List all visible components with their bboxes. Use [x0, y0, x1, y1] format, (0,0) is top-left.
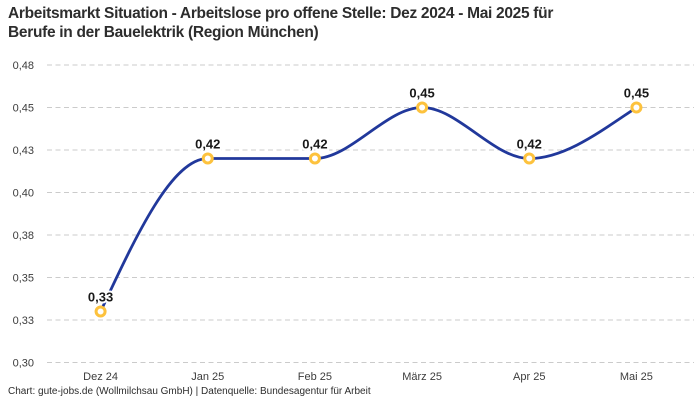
data-point-label: 0,33: [88, 290, 113, 305]
data-point[interactable]: [523, 152, 536, 165]
x-tick-label: Feb 25: [298, 371, 332, 383]
x-tick-label: Mai 25: [620, 371, 653, 383]
x-tick-label: Apr 25: [513, 371, 545, 383]
chart-title: Arbeitsmarkt Situation - Arbeitslose pro…: [8, 4, 680, 42]
data-point-label: 0,42: [195, 137, 220, 152]
y-tick-label: 0,43: [13, 145, 34, 157]
data-point[interactable]: [416, 101, 429, 114]
chart-source: Chart: gute-jobs.de (Wollmilchsau GmbH) …: [8, 386, 371, 397]
data-line: [99, 106, 638, 313]
data-point-label: 0,42: [517, 137, 542, 152]
data-point-label: 0,42: [302, 137, 327, 152]
data-point[interactable]: [308, 152, 321, 165]
y-tick-label: 0,45: [13, 102, 34, 114]
data-point[interactable]: [201, 152, 214, 165]
y-tick-label: 0,38: [13, 230, 34, 242]
y-tick-label: 0,48: [13, 60, 34, 72]
data-point[interactable]: [94, 305, 107, 318]
data-point-label: 0,45: [409, 86, 434, 101]
x-tick-label: Jan 25: [191, 371, 224, 383]
chart-title-line1: Arbeitsmarkt Situation - Arbeitslose pro…: [8, 5, 554, 22]
y-tick-label: 0,30: [13, 357, 34, 369]
y-tick-label: 0,35: [13, 272, 34, 284]
x-tick-label: Dez 24: [83, 371, 118, 383]
x-tick-label: März 25: [402, 371, 442, 383]
chart-title-line2: Berufe in der Bauelektrik (Region Münche…: [8, 24, 319, 41]
data-point-label: 0,45: [624, 86, 649, 101]
y-tick-label: 0,40: [13, 187, 34, 199]
data-point[interactable]: [630, 101, 643, 114]
y-tick-label: 0,33: [13, 315, 34, 327]
